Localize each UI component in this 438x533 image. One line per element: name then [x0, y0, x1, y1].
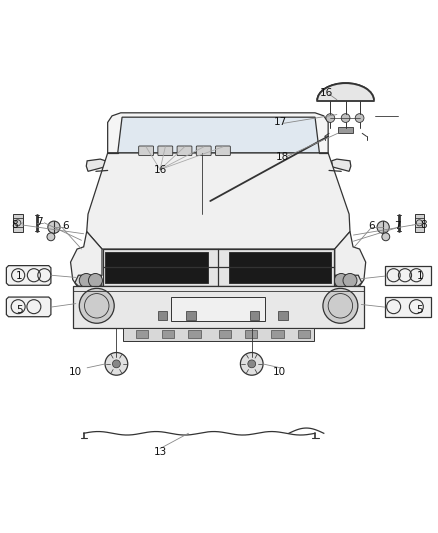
Polygon shape [7, 265, 51, 285]
Text: 16: 16 [153, 165, 167, 175]
Text: 8: 8 [420, 220, 427, 230]
Polygon shape [7, 297, 51, 317]
Bar [272, 330, 284, 338]
Circle shape [240, 352, 263, 375]
Text: 10: 10 [273, 367, 286, 377]
Text: 6: 6 [62, 221, 69, 231]
Bar [338, 127, 353, 133]
Text: 5: 5 [417, 305, 423, 315]
Bar [278, 311, 288, 320]
Polygon shape [385, 297, 431, 317]
FancyBboxPatch shape [177, 146, 192, 156]
Circle shape [382, 233, 390, 241]
Text: 7: 7 [394, 221, 400, 231]
Polygon shape [71, 231, 102, 286]
Text: 5: 5 [16, 305, 22, 315]
Circle shape [355, 114, 364, 123]
Bar [123, 328, 314, 341]
Bar [13, 214, 22, 231]
Polygon shape [75, 275, 102, 286]
Text: 10: 10 [69, 367, 82, 377]
Circle shape [377, 221, 389, 233]
Text: 18: 18 [276, 152, 289, 163]
Circle shape [48, 221, 60, 233]
Polygon shape [385, 265, 431, 285]
Bar [245, 330, 258, 338]
Circle shape [88, 273, 102, 287]
Bar [171, 297, 265, 321]
Polygon shape [103, 249, 334, 286]
Polygon shape [335, 275, 362, 286]
FancyBboxPatch shape [196, 146, 211, 156]
Circle shape [326, 114, 335, 123]
Bar [136, 330, 148, 338]
FancyBboxPatch shape [158, 146, 173, 156]
Bar [250, 311, 259, 320]
Bar [415, 214, 424, 231]
Circle shape [341, 114, 350, 123]
Circle shape [343, 273, 357, 287]
Bar [229, 252, 331, 282]
Text: 16: 16 [319, 88, 332, 98]
Bar [219, 330, 231, 338]
Polygon shape [86, 159, 106, 171]
Text: 7: 7 [36, 216, 42, 227]
Circle shape [79, 288, 114, 323]
Circle shape [334, 273, 348, 287]
FancyBboxPatch shape [215, 146, 230, 156]
Polygon shape [87, 153, 350, 249]
Text: 1: 1 [16, 271, 22, 281]
Polygon shape [332, 159, 351, 171]
Bar [162, 330, 174, 338]
Text: 1: 1 [417, 271, 423, 281]
Circle shape [113, 360, 120, 368]
Bar [158, 311, 167, 320]
FancyBboxPatch shape [139, 146, 153, 156]
Text: 8: 8 [11, 220, 18, 230]
Text: 6: 6 [368, 221, 375, 231]
Bar [106, 252, 208, 282]
Polygon shape [108, 113, 328, 153]
Text: 17: 17 [273, 117, 287, 126]
Polygon shape [118, 117, 319, 153]
Circle shape [248, 360, 256, 368]
Bar [186, 311, 196, 320]
Circle shape [105, 352, 128, 375]
Polygon shape [335, 231, 366, 286]
Circle shape [47, 233, 55, 241]
Circle shape [323, 288, 358, 323]
Bar [297, 330, 310, 338]
Circle shape [79, 273, 93, 287]
Bar [188, 330, 201, 338]
Polygon shape [73, 286, 364, 328]
Text: 13: 13 [153, 447, 167, 457]
